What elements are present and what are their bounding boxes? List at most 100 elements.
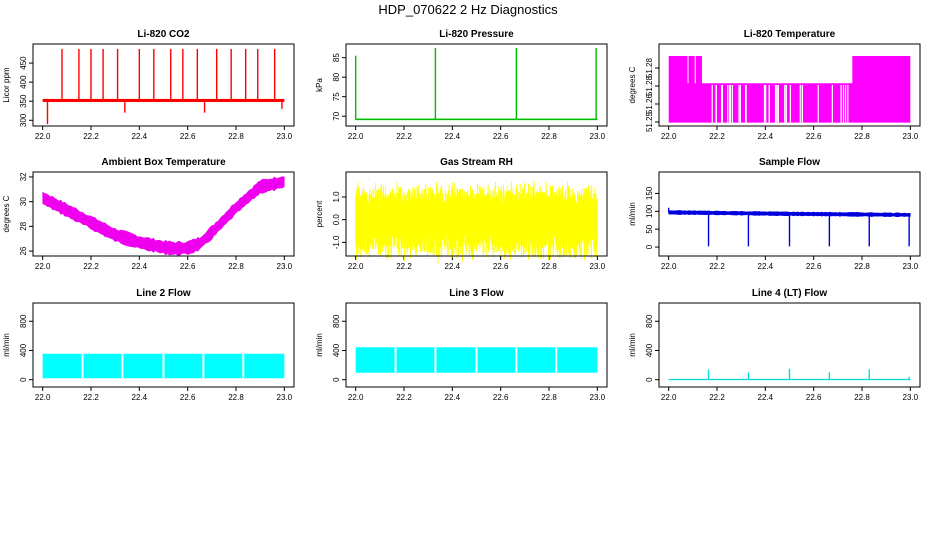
x-tick-label: 22.4 xyxy=(758,132,774,141)
chart-panel-7: Line 2 Flow ml/min 22.0 22.2 22.4 22.6 22.8 23.… xyxy=(2,288,295,402)
y-axis-label: ml/min xyxy=(628,333,637,357)
x-tick-label: 23.0 xyxy=(903,132,919,141)
y-tick-label: 30 xyxy=(19,197,28,206)
x-tick-label: 22.6 xyxy=(493,393,509,402)
x-tick-label: 23.0 xyxy=(590,393,606,402)
y-tick-label: 70 xyxy=(332,111,341,120)
chart-panel-6: Sample Flow ml/min 22.0 22.2 22.4 22.6 22.8 23.… xyxy=(628,157,921,271)
x-tick-label: 22.2 xyxy=(83,393,99,402)
y-tick-label: 100 xyxy=(645,204,654,218)
y-tick-label: 800 xyxy=(645,314,654,328)
x-tick-label: 22.2 xyxy=(83,132,99,141)
x-tick-label: 22.2 xyxy=(396,262,412,271)
y-tick-label: 400 xyxy=(645,343,654,357)
x-tick-label: 22.2 xyxy=(396,132,412,141)
x-tick-label: 22.4 xyxy=(758,262,774,271)
plot-frame xyxy=(345,171,608,257)
x-tick-label: 22.6 xyxy=(493,262,509,271)
series-band xyxy=(668,55,911,123)
y-tick-label: 0 xyxy=(645,244,654,249)
y-tick-label: 400 xyxy=(332,343,341,357)
x-tick-label: 22.2 xyxy=(709,393,725,402)
chart-title: Line 2 Flow xyxy=(136,288,191,299)
y-tick-label: 150 xyxy=(645,186,654,200)
y-tick-label: 32 xyxy=(19,172,28,181)
y-tick-label: 28 xyxy=(19,221,28,230)
x-tick-label: 22.8 xyxy=(228,262,244,271)
plot-frame xyxy=(345,302,608,388)
chart-panel-8: Line 3 Flow ml/min 22.0 22.2 22.4 22.6 22.8 23.… xyxy=(315,288,608,402)
plot-frame xyxy=(345,43,608,127)
chart-panel-9: Line 4 (LT) Flow ml/min 22.0 22.2 22.4 22.6 22… xyxy=(628,288,921,402)
x-tick-label: 22.8 xyxy=(541,132,557,141)
x-tick-label: 22.0 xyxy=(35,393,51,402)
chart-panel-5: Gas Stream RH percent 22.0 22.2 22.4 22.6 22.8… xyxy=(315,157,608,271)
page-title: HDP_070622 2 Hz Diagnostics xyxy=(378,2,558,17)
x-tick-label: 22.0 xyxy=(348,132,364,141)
x-tick-label: 22.0 xyxy=(348,262,364,271)
x-tick-label: 22.6 xyxy=(806,132,822,141)
x-tick-label: 23.0 xyxy=(590,132,606,141)
plot-frame xyxy=(658,302,921,388)
y-tick-label: 800 xyxy=(19,314,28,328)
x-tick-label: 23.0 xyxy=(277,393,293,402)
y-tick-label: 0 xyxy=(645,377,654,382)
y-axis-label: percent xyxy=(315,200,324,227)
chart-title: Line 4 (LT) Flow xyxy=(752,288,828,299)
y-axis-label: degrees C xyxy=(628,66,637,103)
x-tick-label: 22.4 xyxy=(445,393,461,402)
x-tick-label: 22.8 xyxy=(541,393,557,402)
chart-panel-2: Li-820 Pressure kPa 22.0 22.2 22.4 22.6 22.8 23… xyxy=(315,29,608,141)
x-tick-label: 22.2 xyxy=(83,262,99,271)
y-axis-label: ml/min xyxy=(315,333,324,357)
x-tick-label: 22.4 xyxy=(758,393,774,402)
chart-title: Ambient Box Temperature xyxy=(101,157,226,168)
chart-title: Li-820 Pressure xyxy=(439,29,514,40)
y-tick-label: 0 xyxy=(19,377,28,382)
x-tick-label: 22.0 xyxy=(661,393,677,402)
x-tick-label: 23.0 xyxy=(277,262,293,271)
x-tick-label: 22.6 xyxy=(493,132,509,141)
y-tick-label: 450 xyxy=(19,56,28,70)
x-tick-label: 23.0 xyxy=(903,262,919,271)
x-tick-label: 22.4 xyxy=(132,262,148,271)
x-tick-label: 22.2 xyxy=(709,262,725,271)
chart-panel-4: Ambient Box Temperature degrees C 22.0 22.2… xyxy=(2,157,295,271)
chart-panel-1: Li-820 CO2 Licor ppm 22.0 22.2 22.4 22.6 22.8 2… xyxy=(2,29,295,141)
y-tick-label: 400 xyxy=(19,343,28,357)
x-tick-label: 22.6 xyxy=(180,262,196,271)
y-tick-label: 800 xyxy=(332,314,341,328)
x-tick-label: 22.2 xyxy=(396,393,412,402)
y-tick-label: 51.25 xyxy=(645,111,654,132)
y-tick-label: 400 xyxy=(19,75,28,89)
y-tick-label: 50 xyxy=(645,224,654,233)
y-tick-label: -1.0 xyxy=(332,235,341,249)
x-tick-label: 22.0 xyxy=(348,393,364,402)
y-tick-label: 0.0 xyxy=(332,214,341,226)
chart-title: Li-820 CO2 xyxy=(137,29,190,40)
y-tick-label: 0 xyxy=(332,377,341,382)
x-tick-label: 22.4 xyxy=(132,393,148,402)
plot-frame xyxy=(32,43,295,127)
y-tick-label: 26 xyxy=(19,246,28,255)
x-tick-label: 22.6 xyxy=(806,262,822,271)
y-tick-label: 51.26 xyxy=(645,93,654,114)
x-tick-label: 22.8 xyxy=(541,262,557,271)
chart-title: Sample Flow xyxy=(759,157,820,168)
y-axis-label: ml/min xyxy=(628,202,637,226)
plot-frame xyxy=(658,43,921,127)
plot-frame xyxy=(32,171,295,257)
y-axis-label: ml/min xyxy=(2,333,11,357)
y-axis-label: degrees C xyxy=(2,195,11,232)
chart-title: Li-820 Temperature xyxy=(744,29,836,40)
y-tick-label: 75 xyxy=(332,92,341,101)
x-tick-label: 22.4 xyxy=(445,262,461,271)
x-tick-label: 22.4 xyxy=(132,132,148,141)
series-band xyxy=(42,176,285,256)
chart-title: Line 3 Flow xyxy=(449,288,504,299)
y-tick-label: 1.0 xyxy=(332,191,341,203)
x-tick-label: 22.8 xyxy=(228,132,244,141)
x-tick-label: 22.8 xyxy=(854,132,870,141)
x-tick-label: 22.6 xyxy=(180,393,196,402)
